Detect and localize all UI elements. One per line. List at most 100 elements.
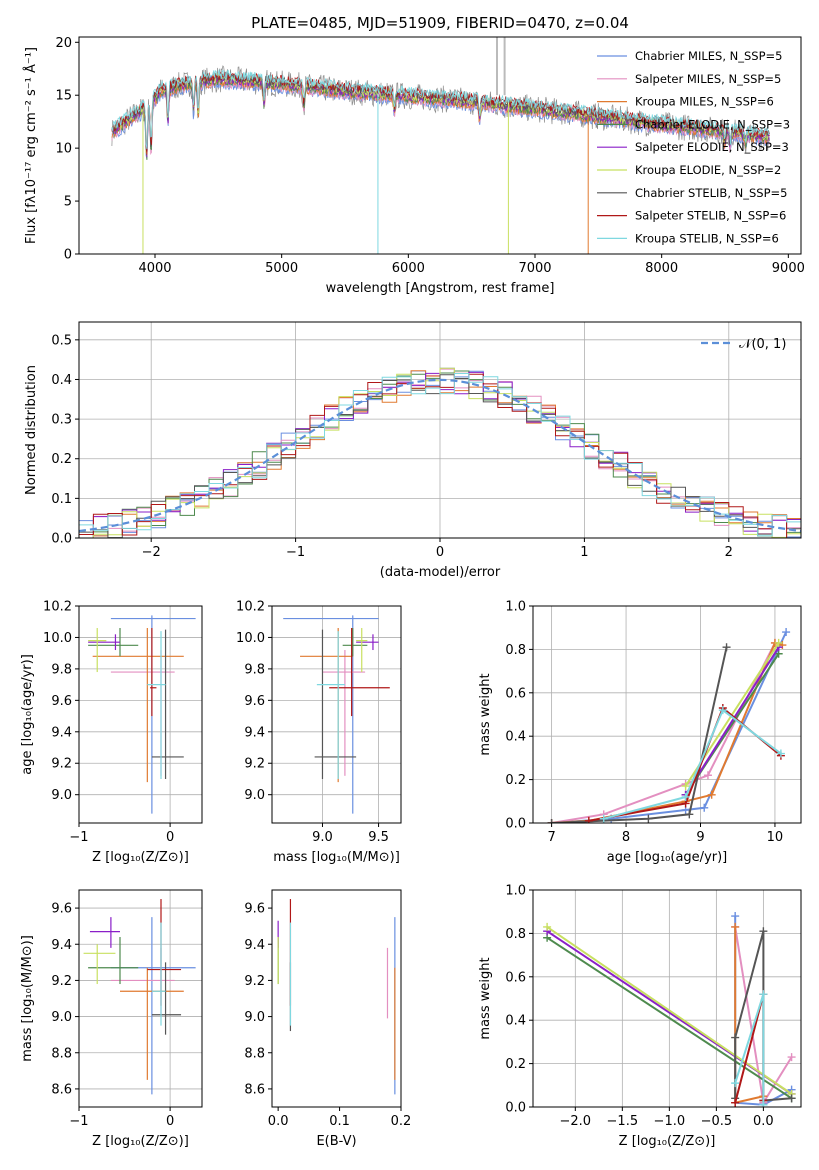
gaussian-curve: [78, 378, 802, 533]
y-tick-label: 5: [64, 195, 72, 210]
mass-age-panel: 9.0 9.5 9.0 9.2 9.4 9.6 9.8 10.0 10.2 mass [log₁₀…: [236, 600, 402, 865]
age-weight-panel: 7 8 9 10 0.0 0.2 0.4 0.6 0.8 1.0 age [log₁₀(age/yr…: [478, 600, 802, 865]
x-tick-label: 10: [767, 830, 784, 845]
y-tick-label: 9.0: [51, 1010, 72, 1025]
Z-age-panel: −1 0 9.0 9.2 9.4 9.6 9.8 10.0 10.2 Z [log₁₀(Z/Z⊙)…: [20, 600, 203, 865]
y-tick-label: 10.2: [236, 600, 265, 615]
data-point: [774, 638, 783, 647]
x-tick-label: −1: [286, 545, 305, 560]
legend-entry-krou_elodie: Kroupa ELODIE, N_SSP=2: [635, 163, 781, 177]
y-tick-label: 9.6: [51, 902, 72, 917]
x-tick-label: 9000: [772, 261, 805, 276]
y-axis-label: mass weight: [478, 673, 493, 755]
series-line: [551, 641, 783, 823]
y-axis-label: Normed distribution: [24, 365, 39, 495]
data-point: [703, 771, 712, 780]
errorbar-salp_miles: [322, 650, 366, 776]
plot-frame: [271, 889, 402, 1108]
x-tick-label: −1: [69, 1114, 88, 1129]
x-axis-label: E(B-V): [316, 1134, 356, 1149]
x-tick-label: 0: [166, 830, 174, 845]
data-point: [584, 816, 593, 823]
legend-entry-krou_stelib: Kroupa STELIB, N_SSP=6: [635, 231, 779, 245]
x-tick-label: −1.0: [654, 1114, 686, 1129]
series-chab_stelib: [547, 643, 731, 823]
x-tick-label: −1: [69, 830, 88, 845]
y-tick-label: 20: [55, 36, 72, 51]
data-point: [681, 782, 690, 791]
x-tick-label: −2.0: [560, 1114, 592, 1129]
data-point: [731, 912, 740, 921]
y-tick-label: 9.6: [244, 694, 265, 709]
y-tick-label: 9.0: [244, 1010, 265, 1025]
legend-entry-salp_elodie: Salpeter ELODIE, N_SSP=3: [635, 140, 789, 154]
plot-frame: [271, 605, 402, 824]
plot-frame: [532, 605, 802, 824]
x-tick-label: 0.0: [753, 1114, 774, 1129]
series-line: [546, 926, 793, 1095]
x-tick-label: 5000: [265, 261, 298, 276]
x-axis-label: Z [log₁₀(Z/Z⊙)]: [92, 850, 189, 865]
x-tick-label: 8: [622, 830, 630, 845]
x-tick-label: 8000: [645, 261, 678, 276]
series-line: [546, 936, 793, 1100]
x-tick-label: 7: [547, 830, 555, 845]
y-tick-label: 10.2: [43, 600, 72, 615]
data-point: [644, 814, 653, 823]
model-spectrum-krou_stelib: [111, 69, 770, 150]
y-tick-label: 9.4: [244, 938, 265, 953]
spectrum-panel: 4000 5000 6000 7000 8000 9000 0 5 10 15 20 waveleng…: [23, 14, 805, 296]
y-tick-label: 0.5: [51, 333, 72, 348]
series-line: [551, 642, 776, 823]
series-line: [603, 708, 782, 820]
y-tick-label: 0.6: [505, 970, 526, 985]
errorbar-salp_stelib: [150, 628, 157, 717]
data-point: [599, 814, 608, 823]
errorbar-krou_elodie: [356, 628, 368, 673]
legend-entry-chab_stelib: Chabrier STELIB, N_SSP=5: [635, 186, 787, 200]
y-tick-label: 0.8: [505, 927, 526, 942]
y-tick-label: 1.0: [505, 600, 526, 615]
y-axis-label: mass [log₁₀(M/M⊙)]: [20, 935, 35, 1062]
spectrum-legend: Chabrier MILES, N_SSP=5 Salpeter MILES, N…: [597, 49, 790, 245]
errorbar-krou_stelib: [316, 631, 345, 779]
y-tick-label: 0.3: [51, 413, 72, 428]
series-salp_stelib: [584, 703, 785, 823]
errorbar-chab_elodie: [342, 628, 368, 657]
x-tick-label: 0.0: [268, 1114, 289, 1129]
legend-entry-chab_miles: Chabrier MILES, N_SSP=5: [635, 49, 782, 63]
errorbar-krou_stelib: [147, 631, 166, 779]
y-tick-label: 9.4: [51, 938, 72, 953]
errorbar-krou_miles: [92, 628, 184, 783]
plot-frame: [532, 889, 802, 1108]
y-tick-label: 10.0: [236, 631, 265, 646]
x-axis-label: age [log₁₀(age/yr)]: [607, 850, 728, 865]
y-tick-label: 0.0: [505, 1101, 526, 1116]
y-axis-label: Flux [fλ10⁻¹⁷ erg cm⁻² s⁻¹ Å⁻¹]: [23, 47, 39, 244]
data-point: [685, 810, 694, 819]
plot-frame: [78, 321, 802, 539]
data-point: [722, 643, 731, 652]
x-tick-label: −1.5: [607, 1114, 639, 1129]
errorbar-chab_stelib: [314, 629, 357, 779]
data-point: [547, 819, 556, 823]
series-krou_stelib: [599, 706, 785, 823]
y-tick-label: 0.8: [505, 643, 526, 658]
errorbar-chab_stelib: [151, 962, 182, 1035]
x-axis-label: (data-model)/error: [380, 565, 501, 580]
y-tick-label: 0.4: [51, 373, 72, 388]
data-point: [787, 1053, 796, 1062]
y-tick-label: 8.8: [51, 1046, 72, 1061]
errorbar-chab_stelib: [151, 629, 184, 779]
y-tick-label: 1.0: [505, 884, 526, 899]
errorbar-krou_elodie: [83, 944, 116, 985]
y-tick-label: 10: [55, 142, 72, 157]
y-tick-label: 8.6: [51, 1082, 72, 1097]
legend-entry-salp_miles: Salpeter MILES, N_SSP=5: [635, 72, 781, 86]
x-tick-label: 4000: [138, 261, 171, 276]
errorbar-krou_elodie: [88, 628, 107, 673]
x-tick-label: −2: [142, 545, 161, 560]
legend-entry-krou_miles: Kroupa MILES, N_SSP=6: [635, 95, 774, 109]
errorbar-chab_miles: [110, 917, 196, 1095]
